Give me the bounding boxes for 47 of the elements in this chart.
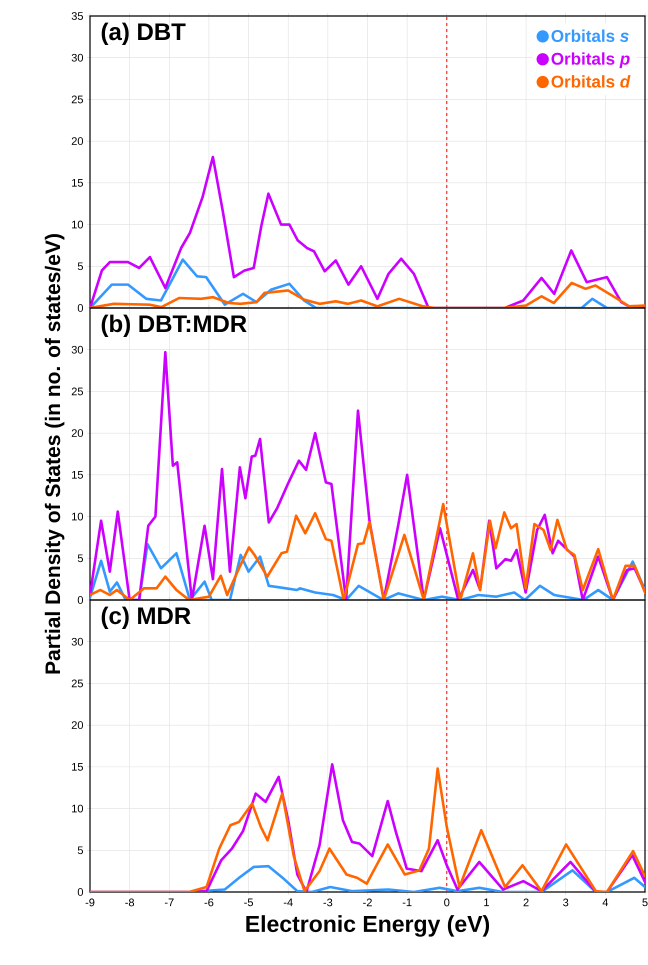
x-tick-label: -3 [323, 898, 332, 906]
x-tick-label: -6 [204, 898, 214, 906]
y-tick-label: 30 [72, 346, 84, 354]
y-tick-label: 25 [72, 96, 83, 104]
line-series [90, 502, 645, 600]
y-tick-label: 20 [72, 137, 84, 146]
y-tick-label: 30 [72, 638, 84, 646]
y-tick-label: 25 [72, 388, 83, 396]
chart-title: (c) MDR [102, 606, 191, 629]
y-tick-label: 15 [72, 471, 83, 479]
x-tick-label: 0 [444, 898, 450, 906]
y-tick-label: 25 [72, 680, 83, 688]
legend-label: Orbitals s [552, 30, 629, 42]
x-tick-label: -7 [164, 898, 174, 906]
x-tick-label: 5 [642, 898, 648, 906]
y-tick-label: 15 [72, 763, 83, 771]
x-tick-label: 4 [602, 898, 608, 906]
x-tick-label: 1 [484, 898, 489, 906]
y-tick-label: 10 [72, 804, 84, 812]
y-tick-label: 10 [72, 220, 84, 228]
x-tick-label: -8 [125, 898, 134, 906]
y-tick-label: 0 [78, 596, 84, 604]
y-tick-label: 5 [78, 262, 83, 270]
x-tick-label: 2 [524, 898, 529, 906]
y-tick-label: 15 [72, 179, 83, 187]
x-tick-label: -4 [284, 898, 293, 906]
y-tick-label: 0 [78, 304, 84, 312]
line-series [90, 282, 645, 308]
y-axis-title: Partial Density of States (in no. of states/eV) [44, 234, 64, 674]
x-tick-label: -5 [244, 898, 253, 906]
y-tick-label: 5 [78, 554, 83, 562]
y-tick-label: 35 [72, 12, 83, 20]
x-axis-title: Electronic Energy (eV) [246, 915, 490, 937]
y-tick-label: 5 [78, 846, 83, 854]
y-tick-label: 30 [72, 54, 84, 62]
chart-title: (b) DBT:MDR [102, 314, 247, 337]
x-tick-label: -1 [402, 898, 412, 906]
x-tick-label: -9 [86, 898, 94, 906]
y-tick-label: 10 [72, 512, 84, 520]
y-tick-label: 20 [72, 429, 84, 438]
chart-title: (a) DBT [102, 22, 186, 45]
y-tick-label: 0 [78, 888, 84, 896]
x-tick-label: -2 [363, 898, 372, 906]
legend-label: Orbitals p [552, 52, 630, 68]
x-tick-label: 3 [563, 898, 568, 906]
legend-label: Orbitals d [552, 75, 630, 88]
y-tick-label: 20 [72, 721, 84, 730]
